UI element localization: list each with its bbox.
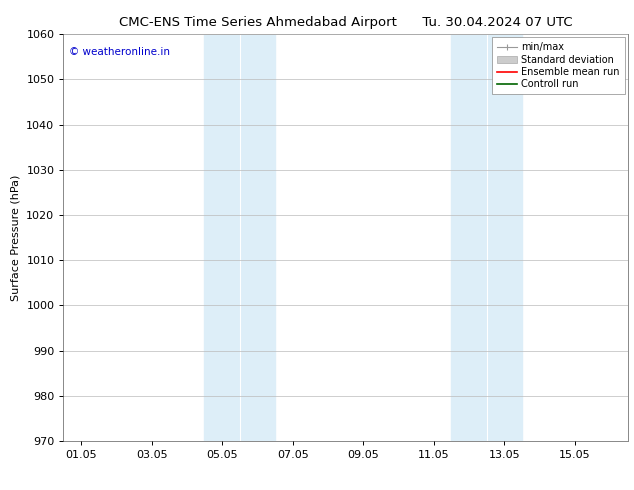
- Bar: [451, 34, 522, 441]
- Text: © weatheronline.in: © weatheronline.in: [69, 47, 170, 56]
- Legend: min/max, Standard deviation, Ensemble mean run, Controll run: min/max, Standard deviation, Ensemble me…: [492, 37, 624, 94]
- Y-axis label: Surface Pressure (hPa): Surface Pressure (hPa): [11, 174, 21, 301]
- Bar: [204, 34, 275, 441]
- Title: CMC-ENS Time Series Ahmedabad Airport      Tu. 30.04.2024 07 UTC: CMC-ENS Time Series Ahmedabad Airport Tu…: [119, 16, 573, 29]
